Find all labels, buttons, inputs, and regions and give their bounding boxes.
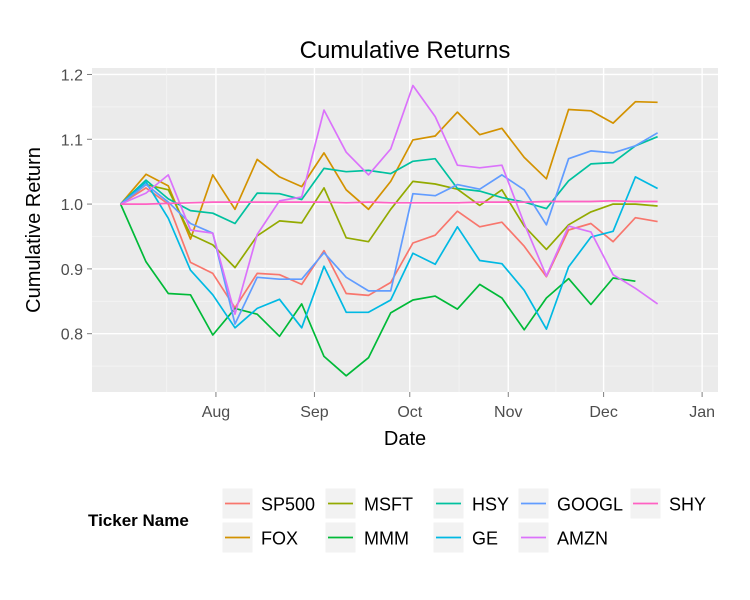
legend-label-googl: GOOGL <box>557 495 623 515</box>
y-tick-label: 1.0 <box>61 197 83 214</box>
x-tick-label: Dec <box>589 404 617 421</box>
series-line-shy <box>120 199 658 205</box>
legend-label-fox: FOX <box>261 529 298 549</box>
legend-label-msft: MSFT <box>364 495 413 515</box>
x-tick-label: Sep <box>300 404 329 421</box>
y-tick-label: 0.9 <box>61 262 83 279</box>
x-tick-label: Jan <box>689 404 715 421</box>
series-line-mmm <box>119 203 636 377</box>
legend-label-sp500: SP500 <box>261 495 315 515</box>
x-axis-title: Date <box>384 428 426 450</box>
x-axis: Aug Sep Oct Nov Dec Jan <box>202 392 715 421</box>
y-axis: 0.8 0.9 1.0 1.1 1.2 <box>61 67 92 344</box>
series-line-ge <box>120 176 658 330</box>
series-lines <box>119 84 659 377</box>
legend-title: Ticker Name <box>88 511 189 530</box>
y-axis-title: Cumulative Return <box>23 147 45 313</box>
x-tick-label: Aug <box>202 404 230 421</box>
legend-label-amzn: AMZN <box>557 529 608 549</box>
y-tick-label: 0.8 <box>61 327 83 344</box>
y-tick-label: 1.1 <box>61 132 83 149</box>
y-tick-label: 1.2 <box>61 67 83 84</box>
grid-lines <box>92 68 718 392</box>
legend-label-shy: SHY <box>669 495 706 515</box>
legend-label-mmm: MMM <box>364 529 409 549</box>
legend-label-hsy: HSY <box>472 495 509 515</box>
series-line-amzn <box>120 84 659 316</box>
series-line-fox <box>119 100 658 240</box>
series-line-sp500 <box>120 187 658 309</box>
x-tick-label: Nov <box>494 404 522 421</box>
x-tick-label: Oct <box>397 404 422 421</box>
legend: Ticker Name SP500 MSFT HSY GOOGL SHY FOX MMM GE… <box>88 487 706 554</box>
chart-title: Cumulative Returns <box>300 37 511 64</box>
series-line-hsy <box>120 135 658 225</box>
series-line-msft <box>120 180 658 269</box>
legend-label-ge: GE <box>472 529 498 549</box>
